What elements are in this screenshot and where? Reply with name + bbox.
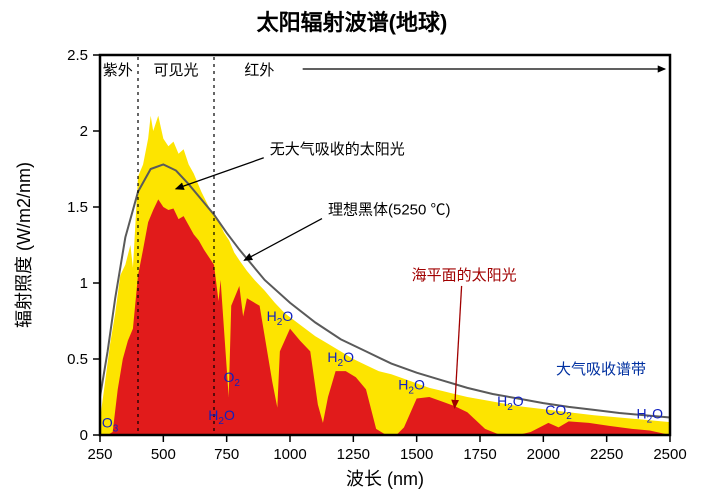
x-tick-label: 2250: [590, 446, 623, 463]
x-tick-label: 750: [214, 446, 239, 463]
x-tick-label: 1250: [337, 446, 370, 463]
annot-absband: 大气吸收谱带: [556, 361, 646, 378]
vis-label: 可见光: [153, 62, 198, 79]
annot-blackbody: 理想黑体(5250 ℃): [328, 202, 451, 219]
y-tick-label: 0.5: [67, 351, 88, 368]
uv-label: 紫外: [103, 62, 133, 79]
x-tick-label: 2000: [527, 446, 560, 463]
y-tick-label: 0: [80, 427, 88, 444]
x-tick-label: 2500: [653, 446, 686, 463]
y-tick-label: 1: [80, 275, 88, 292]
y-axis-label: 辐射照度 (W/m2/nm): [14, 162, 34, 328]
x-tick-label: 250: [87, 446, 112, 463]
y-tick-label: 2.5: [67, 47, 88, 64]
annot-sealevel-arrow: [455, 286, 462, 408]
x-tick-label: 1750: [463, 446, 496, 463]
y-tick-label: 1.5: [67, 199, 88, 216]
annot-sealevel: 海平面的太阳光: [412, 267, 517, 284]
plot-area: 紫外可见光红外250500750100012501500175020002250…: [67, 47, 687, 463]
x-tick-label: 500: [151, 446, 176, 463]
ir-label: 红外: [244, 62, 274, 79]
chart-title: 太阳辐射波谱(地球): [257, 10, 448, 35]
x-tick-label: 1000: [273, 446, 306, 463]
x-axis-label: 波长 (nm): [346, 469, 424, 489]
annot-blackbody-arrow: [244, 219, 322, 261]
solar-spectrum-chart: 太阳辐射波谱(地球) 紫外 可见光 红外 250 500 750 1000 1250 1500 1…: [0, 0, 704, 500]
y-tick-label: 2: [80, 123, 88, 140]
annot-no-atm: 无大气吸收的太阳光: [270, 141, 405, 158]
x-tick-label: 1500: [400, 446, 433, 463]
